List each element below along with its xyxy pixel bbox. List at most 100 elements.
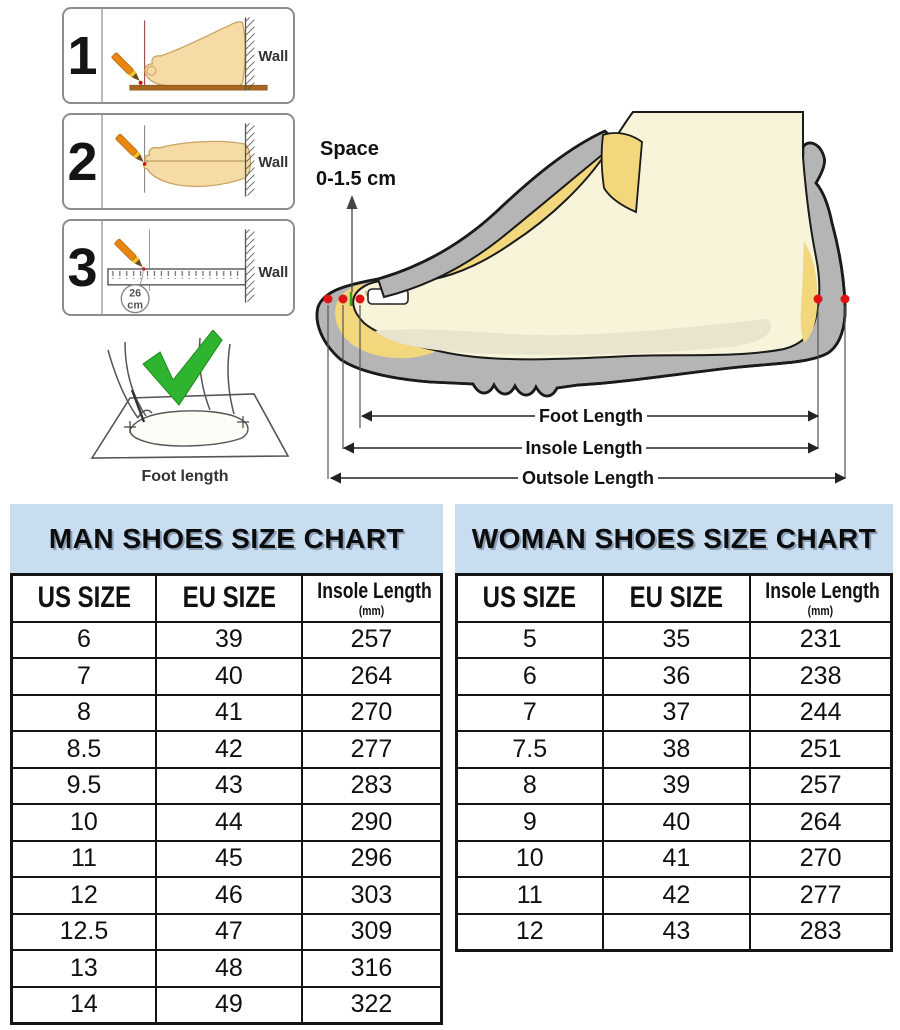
- step-number: 2: [64, 115, 103, 208]
- step1-illustration: Wall: [103, 9, 293, 102]
- size-cell: 290: [300, 803, 443, 842]
- size-row: 13 48 316: [10, 949, 443, 988]
- size-cell: 47: [154, 912, 303, 951]
- space-arrowhead: [346, 195, 358, 209]
- measure-step-1: 1: [62, 7, 295, 104]
- size-cell: 277: [300, 730, 443, 769]
- measure-step-2: 2 Wall: [62, 113, 295, 210]
- foot-tracing-illustration: [80, 330, 290, 466]
- heel-outer-dot: [840, 294, 850, 304]
- size-cell: 264: [749, 803, 893, 842]
- size-cell: 12.5: [10, 912, 157, 951]
- insole-front-dot: [338, 294, 348, 304]
- size-cell: 309: [300, 912, 443, 951]
- size-cell: 14: [10, 985, 157, 1024]
- col-header-us: US SIZE: [10, 573, 157, 623]
- size-row: 6 36 238: [455, 657, 893, 696]
- size-cell: 9: [455, 803, 604, 842]
- man-chart-title: MAN SHOES SIZE CHART: [10, 504, 443, 573]
- size-row: 8 41 270: [10, 693, 443, 732]
- shoe-cross-section-diagram: Space 0-1.5 cm: [300, 95, 900, 490]
- size-cell: 231: [749, 620, 893, 659]
- wall-hatch: [246, 123, 255, 196]
- woman-size-chart: WOMAN SHOES SIZE CHART US SIZE EU SIZE I…: [455, 504, 893, 952]
- size-cell: 316: [300, 949, 443, 988]
- measurement-badge: [120, 284, 150, 314]
- step-number: 1: [64, 9, 103, 102]
- wall-label: Wall: [258, 49, 288, 65]
- size-cell: 6: [10, 620, 157, 659]
- size-cell: 8: [10, 693, 157, 732]
- step3-illustration: Wall 26 cm: [103, 221, 293, 314]
- size-row: 12.5 47 309: [10, 912, 443, 951]
- ankle-lines: [198, 337, 235, 415]
- size-cell: 12: [455, 912, 604, 951]
- wall-label: Wall: [258, 265, 288, 281]
- foot-front-dot: [355, 294, 365, 304]
- size-cell: 7: [455, 693, 604, 732]
- size-cell: 40: [601, 803, 752, 842]
- size-cell: 10: [10, 803, 157, 842]
- tracing-caption: Foot length: [141, 468, 229, 485]
- size-row: 10 41 270: [455, 839, 893, 878]
- size-cell: 49: [154, 985, 303, 1024]
- size-cell: 277: [749, 876, 893, 915]
- size-row: 5 35 231: [455, 620, 893, 659]
- size-cell: 42: [601, 876, 752, 915]
- foot-side-view: [144, 21, 246, 87]
- big-toe-outline: [146, 65, 157, 76]
- size-cell: 43: [154, 766, 303, 805]
- label-bg: [518, 467, 658, 488]
- wall-hatch: [246, 17, 255, 90]
- size-cell: 296: [300, 839, 443, 878]
- heel-lining: [800, 241, 818, 343]
- measure-step-3: 3 Wall 26 cm: [62, 219, 295, 316]
- size-row: 12 43 283: [455, 912, 893, 951]
- size-cell: 270: [300, 693, 443, 732]
- size-cell: 41: [154, 693, 303, 732]
- size-cell: 251: [749, 730, 893, 769]
- man-size-chart: MAN SHOES SIZE CHART US SIZE EU SIZE Ins…: [10, 504, 443, 1025]
- size-cell: 11: [10, 839, 157, 878]
- size-cell: 39: [154, 620, 303, 659]
- tracing-pencil-icon: [130, 389, 146, 423]
- size-cell: 264: [300, 657, 443, 696]
- size-row: 9 40 264: [455, 803, 893, 842]
- pencil-mark-dot: [138, 80, 143, 85]
- shoe-outline: [315, 129, 847, 398]
- measure-dots: [323, 294, 850, 304]
- size-cell: 8: [455, 766, 604, 805]
- insole-length-label: Insole Length: [526, 438, 643, 458]
- size-cell: 5: [455, 620, 604, 659]
- traced-foot-outline: [129, 410, 249, 447]
- man-table-body: 6 39 257 7 40 264 8 41 270 8.5 42 277 9.5 43 283 10 44 29…: [10, 620, 443, 1024]
- size-row: 6 39 257: [10, 620, 443, 659]
- col-header-eu: EU SIZE: [601, 573, 752, 623]
- size-row: 7 40 264: [10, 657, 443, 696]
- size-cell: 270: [749, 839, 893, 878]
- foot-sole-shading: [375, 319, 771, 355]
- woman-size-table: US SIZE EU SIZE Insole Length (mm) 5 35 231…: [455, 573, 893, 952]
- pencil-mark-dot: [141, 267, 146, 271]
- size-cell: 11: [455, 876, 604, 915]
- size-cell: 36: [601, 657, 752, 696]
- size-cell: 9.5: [10, 766, 157, 805]
- foot-top-view-drawing: Wall: [114, 123, 288, 197]
- wall-hatch: [246, 229, 255, 302]
- outsole-length-label: Outsole Length: [522, 468, 654, 488]
- size-row: 14 49 322: [10, 985, 443, 1024]
- size-cell: 10: [455, 839, 604, 878]
- size-cell: 8.5: [10, 730, 157, 769]
- size-cell: 41: [601, 839, 752, 878]
- floor-line: [129, 84, 268, 91]
- step2-illustration: Wall: [103, 115, 293, 208]
- size-cell: 13: [10, 949, 157, 988]
- step-number: 3: [64, 221, 103, 314]
- trace-cross-marks: [124, 416, 249, 433]
- size-cell: 283: [300, 766, 443, 805]
- shoe-diagram-svg: Space 0-1.5 cm: [315, 111, 850, 488]
- size-cell: 238: [749, 657, 893, 696]
- size-cell: 7: [10, 657, 157, 696]
- hand-lines: [107, 341, 153, 419]
- col-header-us: US SIZE: [455, 573, 604, 623]
